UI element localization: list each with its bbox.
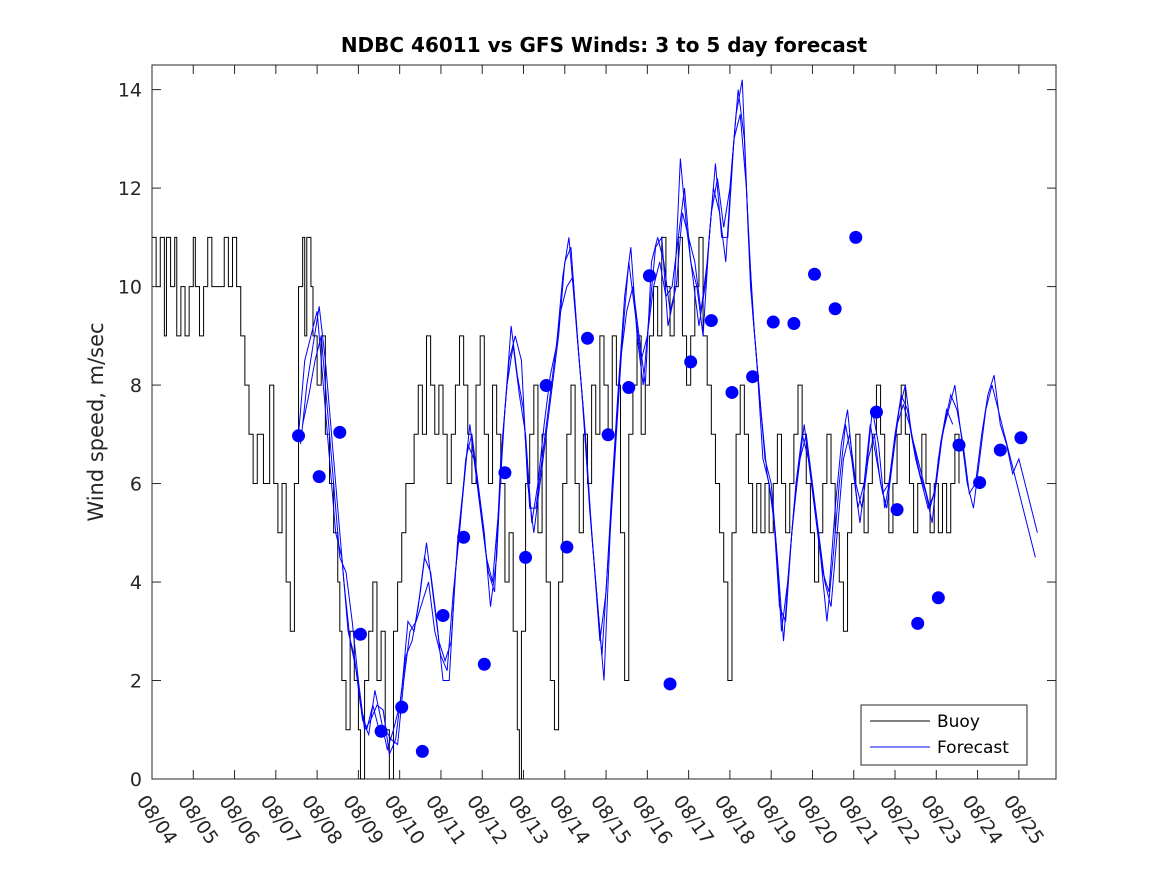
forecast-marker [993, 443, 1007, 457]
forecast-marker [808, 267, 822, 281]
forecast-marker [973, 476, 987, 490]
forecast-marker [766, 315, 780, 329]
legend-label-forecast: Forecast [937, 738, 1009, 758]
legend: Buoy Forecast [860, 704, 1028, 766]
y-tick-label: 6 [130, 474, 142, 496]
forecast-marker [787, 317, 801, 331]
forecast-marker [374, 724, 388, 738]
forecast-marker [477, 657, 491, 671]
forecast-marker [601, 428, 615, 442]
y-axis: 0 2 4 6 8 10 12 14 [118, 80, 1056, 791]
forecast-marker [684, 355, 698, 369]
buoy-series-line [152, 236, 960, 780]
y-tick-label: 2 [130, 671, 142, 693]
forecast-marker [663, 677, 677, 691]
forecast-marker [911, 616, 925, 630]
forecast-marker [1014, 431, 1028, 445]
chart-title: NDBC 46011 vs GFS Winds: 3 to 5 day fore… [341, 33, 868, 57]
legend-label-buoy: Buoy [937, 712, 980, 732]
forecast-marker [952, 438, 966, 452]
forecast-marker [746, 370, 760, 384]
forecast-marker [436, 609, 450, 623]
forecast-marker [457, 530, 471, 544]
y-axis-label: Wind speed, m/sec [84, 322, 108, 521]
plot-lines [152, 79, 1038, 780]
forecast-marker [704, 314, 718, 328]
forecast-series-line [302, 79, 954, 757]
forecast-marker [333, 425, 347, 439]
y-tick-label: 0 [130, 769, 142, 791]
forecast-marker [725, 385, 739, 399]
forecast-marker [931, 591, 945, 605]
forecast-marker [539, 379, 553, 393]
forecast-marker [849, 230, 863, 244]
forecast-marker [395, 700, 409, 714]
forecast-marker [560, 540, 574, 554]
forecast-marker [890, 503, 904, 517]
legend-box [860, 704, 1028, 766]
y-tick-label: 8 [130, 375, 142, 397]
forecast-marker [580, 331, 594, 345]
forecast-marker [415, 744, 429, 758]
forecast-marker [498, 466, 512, 480]
forecast-marker [292, 429, 306, 443]
y-tick-label: 14 [118, 80, 142, 102]
y-tick-label: 12 [118, 178, 142, 200]
forecast-marker [353, 627, 367, 641]
forecast-marker [622, 381, 636, 395]
forecast-marker [642, 269, 656, 283]
forecast-marker [869, 405, 883, 419]
forecast-marker [312, 470, 326, 484]
forecast-marker [519, 550, 533, 564]
y-tick-label: 10 [118, 277, 142, 299]
y-tick-label: 4 [130, 572, 142, 594]
forecast-marker [828, 302, 842, 316]
